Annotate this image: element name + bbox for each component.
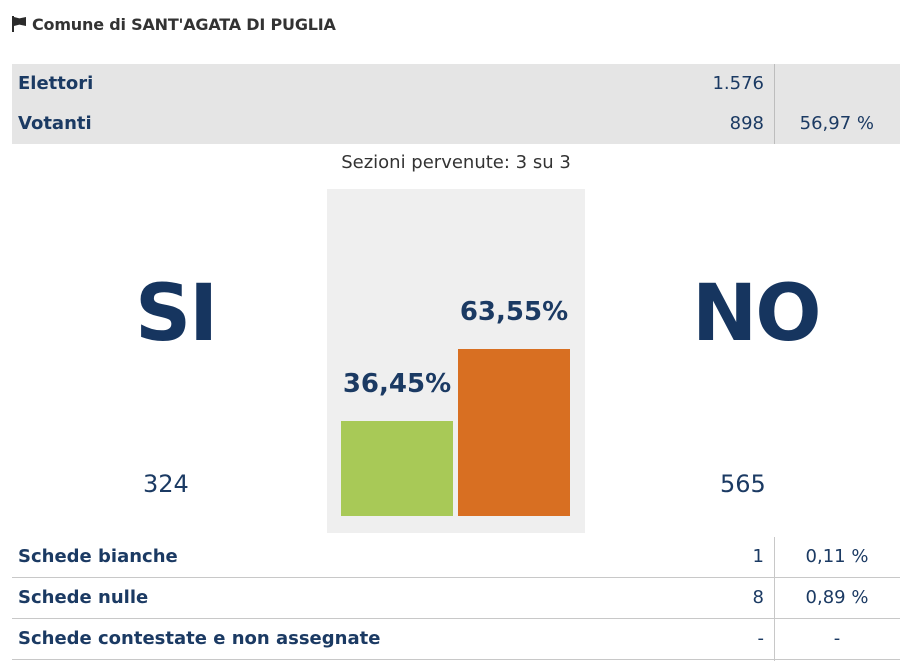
no-count: 565 bbox=[720, 470, 766, 498]
summary-row-elettori: Elettori 1.576 bbox=[12, 64, 900, 104]
schede-contestate-pct: - bbox=[833, 628, 841, 649]
schede-nulle-pct: 0,89 % bbox=[805, 587, 869, 608]
votanti-pct: 56,97 % bbox=[799, 113, 874, 134]
elettori-label: Elettori bbox=[18, 73, 94, 94]
votanti-label: Votanti bbox=[18, 113, 92, 134]
sezioni-pervenute: Sezioni pervenute: 3 su 3 bbox=[341, 152, 571, 173]
flag-icon bbox=[12, 16, 26, 32]
details-divider bbox=[774, 537, 775, 661]
row-schede-contestate: Schede contestate e non assegnate - - bbox=[12, 619, 900, 660]
schede-contestate-value: - bbox=[757, 628, 765, 649]
comune-title: Comune di SANT'AGATA DI PUGLIA bbox=[32, 14, 336, 34]
schede-bianche-value: 1 bbox=[752, 546, 764, 567]
elettori-value: 1.576 bbox=[712, 73, 764, 94]
schede-bianche-pct: 0,11 % bbox=[805, 546, 869, 567]
summary-row-votanti: Votanti 898 56,97 % bbox=[12, 104, 900, 144]
schede-nulle-label: Schede nulle bbox=[18, 587, 149, 608]
si-label: SI bbox=[135, 269, 218, 359]
si-percentage: 36,45% bbox=[342, 368, 452, 399]
schede-contestate-label: Schede contestate e non assegnate bbox=[18, 628, 381, 649]
no-percentage: 63,55% bbox=[459, 297, 569, 328]
si-count: 324 bbox=[143, 470, 189, 498]
row-schede-bianche: Schede bianche 1 0,11 % bbox=[12, 537, 900, 578]
no-label: NO bbox=[692, 269, 822, 359]
row-schede-nulle: Schede nulle 8 0,89 % bbox=[12, 578, 900, 619]
details-table: Schede bianche 1 0,11 % Schede nulle 8 0… bbox=[12, 537, 900, 661]
schede-nulle-value: 8 bbox=[752, 587, 764, 608]
results-chart: 36,45% 63,55% bbox=[327, 189, 585, 533]
no-bar bbox=[458, 349, 570, 516]
summary-divider bbox=[774, 64, 775, 144]
summary-table: Elettori 1.576 Votanti 898 56,97 % bbox=[12, 64, 900, 144]
si-bar bbox=[341, 420, 453, 516]
schede-bianche-label: Schede bianche bbox=[18, 546, 178, 567]
votanti-value: 898 bbox=[729, 113, 764, 134]
page-header: Comune di SANT'AGATA DI PUGLIA bbox=[12, 14, 336, 34]
